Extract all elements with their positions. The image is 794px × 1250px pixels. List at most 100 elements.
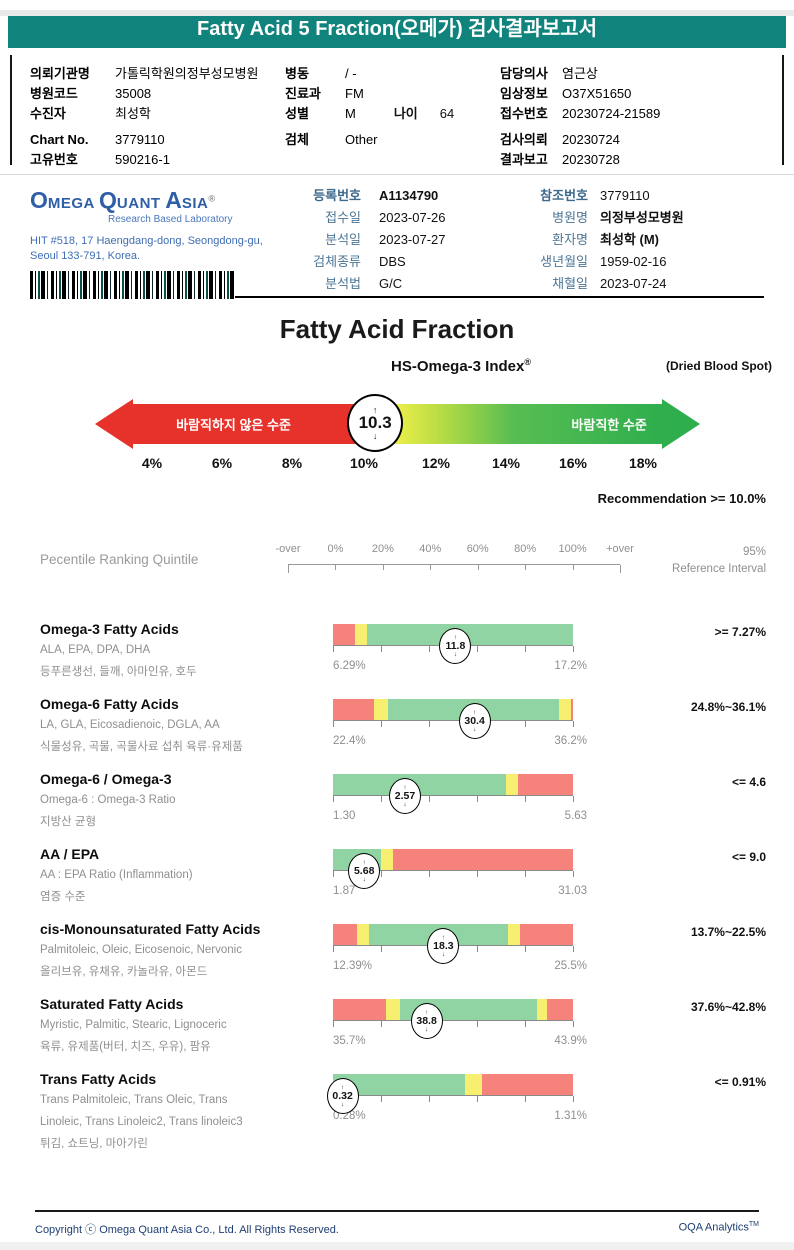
field-value: 가톨릭학원의정부성모병원 [115,66,259,81]
reference-interval-value: 24.8%~36.1% [690,700,766,714]
quintile-bar-block: ↑ 38.8 ↓ 35.7% 43.9% [333,995,587,1070]
reference-interval-value: <= 9.0 [731,850,766,864]
gauge-arrow: 바람직하지 않은 수준 바람직한 수준 ↑ 10.3 ↓ [95,394,700,452]
analyte-components: Trans Palmitoleic, Trans Oleic, Trans [40,1094,228,1106]
field-label: 임상정보 [500,86,548,101]
range-min: 6.29% [333,660,366,672]
field-value: 의정부성모병원 [600,210,684,225]
analyte-components: Myristic, Palmitic, Stearic, Lignoceric [40,1019,227,1031]
marker-down-arrow: ↓ [424,1025,429,1033]
field-label: 검체 [285,132,309,147]
address-line1: HIT #518, 17 Haengdang-dong, Seongdong-g… [30,235,263,247]
quintile-bar-block: ↑ 2.57 ↓ 1.30 5.63 [333,770,587,845]
field-value: 2023-07-27 [379,232,446,247]
bar-ruler [333,1095,574,1103]
range-min: 12.39% [333,960,373,972]
field-value: 3779110 [600,188,650,203]
marker-up-arrow: ↑ [362,858,366,866]
analyte-components: LA, GLA, Eicosadienoic, DGLA, AA [40,719,220,731]
quintile-bar-block: ↑ 5.68 ↓ 1.87 31.03 [333,845,587,920]
scale-tick-label: 14% [491,455,521,471]
field-value: 최성학 (M) [600,232,659,247]
range-max: 36.2% [554,735,587,747]
range-max: 5.63 [564,810,587,822]
arrow-left-head [95,399,133,449]
marker-down-arrow: ↓ [403,800,407,808]
reference-interval-value: <= 4.6 [731,775,766,789]
bar-ruler [333,795,574,803]
recommendation-label: Recommendation >= 10.0% [597,491,766,506]
reference-percent: 95% [742,546,766,558]
scale-tick-label: 40% [419,543,442,555]
scale-tick-label: 20% [371,543,394,555]
marker-up-arrow: ↑ [340,1083,345,1091]
index-title-text: HS-Omega-3 Index [390,358,525,375]
percentile-ranking-label: Pecentile Ranking Quintile [40,552,199,567]
value-marker: ↑ 2.57 ↓ [389,778,421,814]
percentile-scale: -over 0% 20% 40% 60% 80% 100% +over [275,540,634,582]
field-label: 접수번호 [500,106,548,121]
value-marker: ↑ 18.3 ↓ [427,928,460,964]
marker-up-arrow: ↑ [453,633,458,641]
quintile-bar-block: ↑ 30.4 ↓ 22.4% 36.2% [333,695,587,770]
quintile-bar [333,699,573,720]
brand-text: OQA AnalyticsTM [679,1221,759,1237]
analyte-components: Palmitoleic, Oleic, Eicosenoic, Nervonic [40,944,242,956]
value-marker: ↑ 0.32 ↓ [326,1078,359,1114]
analyte-title: Trans Fatty Acids [40,1071,157,1087]
analyte-row-omega3: Omega-3 Fatty Acids ALA, EPA, DPA, DHA 등… [40,620,766,695]
scale-tick-label: 16% [558,455,588,471]
scale-tick-label: 10% [349,455,379,471]
field-label: 병원코드 [30,86,78,101]
lab-address: HIT #518, 17 Haengdang-dong, Seongdong-g… [30,234,300,264]
scale-tick-label: 80% [514,543,537,555]
brand-name: OQA Analytics [678,1221,749,1234]
analyte-sources-korean: 육류, 유제품(버터, 치즈, 우유), 팜유 [40,1041,211,1053]
analyte-components: Omega-6 : Omega-3 Ratio [40,794,176,806]
range-max: 31.03 [558,885,587,897]
field-label: Chart No. [30,132,89,147]
field-label: 병원명 [552,210,588,225]
field-value: 염근상 [562,66,598,81]
analyte-components-2: Linoleic, Trans Linoleic2, Trans linolei… [40,1116,243,1128]
analyte-row-trans: Trans Fatty Acids Trans Palmitoleic, Tra… [40,1070,766,1178]
logo-letter: Q [99,187,117,213]
quintile-bar [333,624,573,645]
field-label: 담당의사 [500,66,548,81]
analyte-sources-korean: 식물성유, 곡물, 곡물사료 섭취 육류·유제품 [40,741,243,753]
analyte-row-aa-epa: AA / EPA AA : EPA Ratio (Inflammation) 염… [40,845,766,920]
field-label: 결과보고 [500,152,548,167]
registered-mark: ® [524,357,531,367]
barcode [30,271,235,299]
marker-value: 38.8 [416,1014,437,1027]
marker-value: 11.8 [445,639,466,652]
marker-value: 2.57 [394,789,416,802]
value-marker: ↑ 11.8 ↓ [439,628,472,664]
range-min: 1.87 [333,885,356,897]
field-label: 등록번호 [313,188,361,203]
field-value: 590216-1 [115,152,170,167]
marker-value: 5.68 [353,864,375,877]
field-label: 나이 [393,106,418,121]
section-title: Fatty Acid Fraction [279,314,515,344]
field-value: 최성학 [115,106,151,121]
patient-info-col3: 담당의사 염근상 임상정보 O37X51650 접수번호 20230724-21589… [500,64,768,167]
analyte-components: ALA, EPA, DPA, DHA [40,644,151,656]
marker-down-arrow: ↓ [372,431,378,441]
trademark-mark: TM [748,1221,759,1228]
logo-letter: O [30,187,48,213]
field-label: 채혈일 [552,276,588,291]
logo-letters: SIA [181,195,209,212]
analyte-row-omega6-omega3-ratio: Omega-6 / Omega-3 Omega-6 : Omega-3 Rati… [40,770,766,845]
quintile-bar [333,1074,573,1095]
analyte-sources-korean: 등푸른생선, 들깨, 아마인유, 호두 [40,666,197,678]
field-value: DBS [379,254,406,269]
field-value: FM [345,86,364,101]
analyte-title: Omega-6 / Omega-3 [40,771,172,787]
scale-tick-label: 60% [466,543,489,555]
value-marker: ↑ 30.4 ↓ [458,703,491,739]
scale-tick-label: 8% [281,455,303,471]
omega3-index-gauge: 바람직하지 않은 수준 바람직한 수준 ↑ 10.3 ↓ 4% 6% 8% 10… [0,394,794,477]
section-divider [0,174,794,175]
report-title: Fatty Acid 5 Fraction(오메가) 검사결과보고서 [197,18,597,40]
